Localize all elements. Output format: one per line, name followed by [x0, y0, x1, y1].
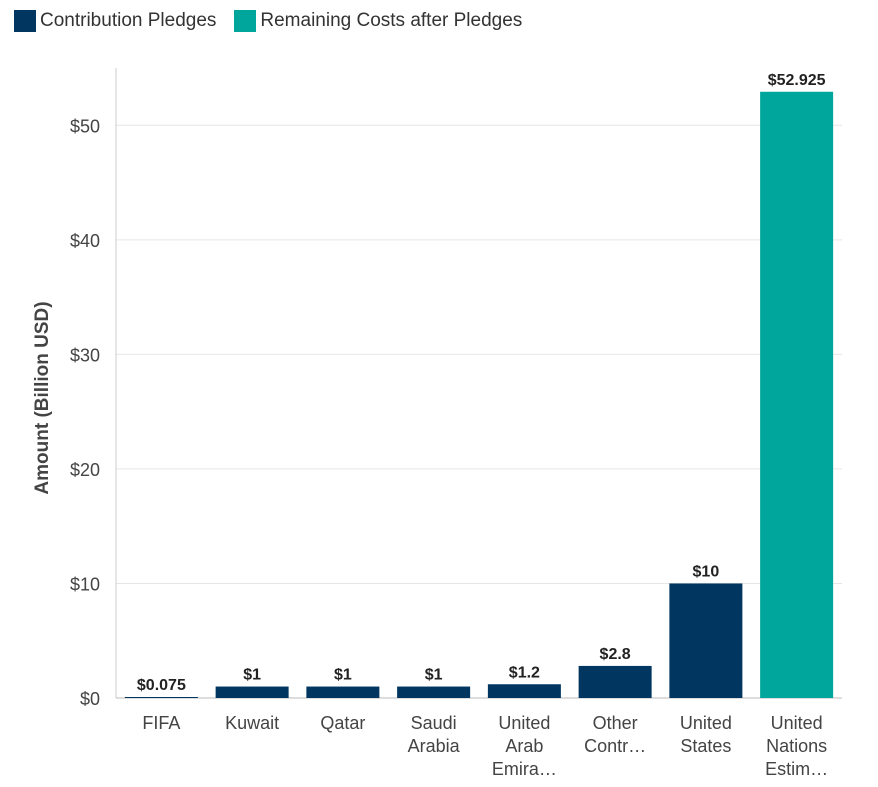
x-tick-label: Nations [766, 736, 827, 756]
legend-item-contribution-pledges[interactable]: Contribution Pledges [14, 10, 216, 32]
x-tick-label: Estim… [765, 759, 828, 779]
bar [487, 684, 561, 698]
bar-value-label: $1 [334, 667, 352, 684]
x-tick-label: United [771, 713, 823, 733]
legend-label-remaining: Remaining Costs after Pledges [260, 10, 523, 31]
x-tick-label: States [680, 736, 731, 756]
y-tick-label: $0 [80, 689, 100, 709]
bar [578, 665, 652, 698]
bar-value-label: $1 [243, 667, 261, 684]
x-tick-label: Kuwait [225, 713, 279, 733]
bar [669, 583, 743, 698]
y-tick-label: $50 [70, 116, 100, 136]
bar-value-label: $52.925 [768, 72, 826, 89]
x-tick-label: Emira… [492, 759, 557, 779]
x-tick-label: Other [593, 713, 638, 733]
bar [760, 91, 834, 698]
x-tick-label: United [498, 713, 550, 733]
legend-label-pledges: Contribution Pledges [40, 10, 217, 31]
bar [306, 686, 380, 698]
legend-swatch-remaining [234, 10, 257, 32]
bar [124, 697, 198, 698]
x-tick-label: Arabia [408, 736, 461, 756]
x-tick-label: Qatar [320, 713, 365, 733]
y-tick-label: $30 [70, 345, 100, 365]
bar-value-label: $2.8 [600, 646, 631, 663]
y-tick-label: $20 [70, 460, 100, 480]
bar [215, 686, 289, 698]
bar-value-label: $1.2 [509, 664, 540, 681]
bar-value-label: $1 [425, 667, 443, 684]
y-tick-label: $10 [70, 574, 100, 594]
bar-value-label: $10 [693, 563, 720, 580]
x-tick-label: United [680, 713, 732, 733]
y-tick-label: $40 [70, 231, 100, 251]
x-tick-label: Arab [505, 736, 543, 756]
x-tick-label: Saudi [411, 713, 457, 733]
x-tick-label: Contr… [584, 736, 646, 756]
y-axis-title: Amount (Billion USD) [32, 301, 53, 494]
bar [397, 686, 471, 698]
legend: Contribution Pledges Remaining Costs aft… [14, 10, 522, 32]
bar-value-label: $0.075 [137, 677, 186, 694]
x-tick-label: FIFA [142, 713, 180, 733]
legend-item-remaining-costs[interactable]: Remaining Costs after Pledges [234, 10, 522, 32]
legend-swatch-pledges [14, 10, 36, 32]
